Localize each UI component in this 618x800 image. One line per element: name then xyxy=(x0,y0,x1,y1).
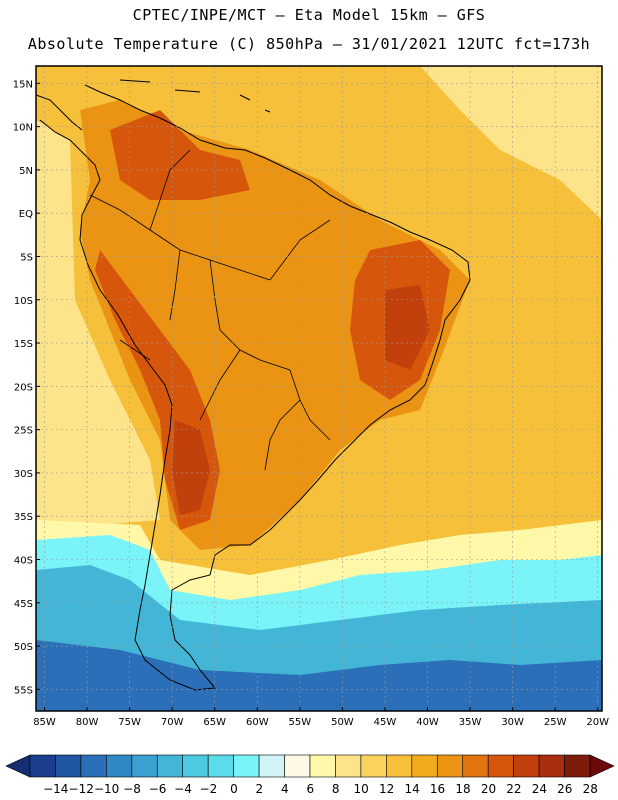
map-title-line2: Absolute Temperature (C) 850hPa – 31/01/… xyxy=(27,35,591,53)
lat-label: 25S xyxy=(14,426,33,437)
colorbar-label: −6 xyxy=(149,782,167,796)
lon-label: 45W xyxy=(374,717,397,728)
coastline xyxy=(36,79,471,691)
lon-label: 55W xyxy=(289,717,312,728)
lat-label: 10S xyxy=(14,296,33,307)
colorbar-swatch xyxy=(564,754,591,778)
lat-lon-grid xyxy=(36,66,602,711)
colorbar-label: 26 xyxy=(557,782,572,796)
colorbar-swatch xyxy=(156,754,184,778)
lat-label: 40S xyxy=(14,555,33,566)
colorbar-swatch xyxy=(309,754,336,778)
colorbar-swatch xyxy=(513,754,540,778)
colorbar-label: 12 xyxy=(379,782,394,796)
colorbar-label: −2 xyxy=(200,782,218,796)
lat-label: 15N xyxy=(13,79,33,90)
lat-label: 10N xyxy=(13,123,33,134)
lon-label: 85W xyxy=(33,717,56,728)
colorbar-label: −12 xyxy=(69,782,94,796)
colorbar-label: 18 xyxy=(455,782,470,796)
colorbar-swatch xyxy=(106,754,133,778)
colorbar-swatch xyxy=(182,754,209,778)
map-title-line1: CPTEC/INPE/MCT – Eta Model 15km – GFS xyxy=(132,6,486,24)
field-cool-west xyxy=(36,120,160,530)
colorbar-swatch xyxy=(386,754,413,778)
colorbar-swatch xyxy=(207,754,234,778)
lon-label: 35W xyxy=(459,717,482,728)
colorbar-label: 24 xyxy=(532,782,547,796)
lat-label: 5N xyxy=(19,166,33,177)
lon-label: 40W xyxy=(416,717,439,728)
colorbar-swatch xyxy=(284,754,311,778)
lat-label: 5S xyxy=(20,252,33,263)
lon-label: 75W xyxy=(118,717,141,728)
map-frame xyxy=(35,65,603,712)
field-land-extreme xyxy=(172,420,210,515)
colorbar-label: 6 xyxy=(306,782,314,796)
colorbar-label: −10 xyxy=(94,782,119,796)
colorbar-swatch xyxy=(538,754,565,778)
lat-label: 45S xyxy=(14,599,33,610)
lat-label: 50S xyxy=(14,642,33,653)
colorbar-label: 4 xyxy=(281,782,289,796)
colorbar-high-arrow xyxy=(589,754,615,778)
lon-label: 30W xyxy=(501,717,524,728)
south-america-outline xyxy=(39,84,471,691)
colorbar-swatch xyxy=(233,754,260,778)
lat-label: 35S xyxy=(14,512,33,523)
field-cool-northeast xyxy=(420,66,602,220)
lon-label: 80W xyxy=(76,717,99,728)
colorbar-label: 20 xyxy=(481,782,496,796)
field-cold-3 xyxy=(36,640,602,711)
lat-label: EQ xyxy=(19,209,33,220)
lat-label: 20S xyxy=(14,382,33,393)
lon-label: 50W xyxy=(331,717,354,728)
colorbar-label: 28 xyxy=(583,782,598,796)
lat-label: 15S xyxy=(14,339,33,350)
colorbar-low-arrow xyxy=(5,754,31,778)
country-borders xyxy=(89,149,331,471)
lon-label: 60W xyxy=(246,717,269,728)
colorbar-swatch xyxy=(360,754,387,778)
colorbar-swatch xyxy=(436,754,464,778)
colorbar-label: −14 xyxy=(43,782,68,796)
colorbar-label: 8 xyxy=(332,782,340,796)
colorbar-label: 2 xyxy=(256,782,264,796)
colorbar-label: 0 xyxy=(230,782,238,796)
lon-label: 20W xyxy=(586,717,609,728)
colorbar-swatch xyxy=(29,754,56,778)
field-land-extreme-ne xyxy=(385,285,430,370)
lon-label: 65W xyxy=(203,717,226,728)
colorbar-swatch xyxy=(462,754,489,778)
colorbar-swatch xyxy=(131,754,158,778)
lon-label: 25W xyxy=(544,717,567,728)
colorbar-label: −4 xyxy=(174,782,192,796)
central-america xyxy=(36,94,83,131)
colorbar-swatch xyxy=(335,754,362,778)
colorbar-label: 14 xyxy=(404,782,419,796)
colorbar-swatch xyxy=(80,754,107,778)
colorbar: −14 −12 −10 −8 −6 −4 −2 0 2 4 6 8 10 12 14 16 18 20 22 24 26… xyxy=(5,754,615,796)
colorbar-swatch xyxy=(258,754,285,778)
colorbar-swatch xyxy=(487,754,514,778)
longitude-axis: 85W 80W 75W 70W 65W 60W 55W 50W 45W 40W 35W 30W 25W 2… xyxy=(33,707,609,728)
colorbar-label: 10 xyxy=(354,782,369,796)
lat-label: 30S xyxy=(14,469,33,480)
lat-label: 55S xyxy=(14,685,33,696)
colorbar-swatch xyxy=(55,754,82,778)
colorbar-label: −8 xyxy=(123,782,141,796)
caribbean-islands xyxy=(119,79,271,113)
colorbar-label: 16 xyxy=(430,782,445,796)
lon-label: 70W xyxy=(161,717,184,728)
colorbar-swatch xyxy=(411,754,438,778)
colorbar-label: 22 xyxy=(506,782,521,796)
temperature-field xyxy=(36,66,602,711)
latitude-axis: 15N 10N 5N EQ 5S 10S 15S 20S 25S 30S 35S 40S 45S 50S 5… xyxy=(13,79,40,696)
